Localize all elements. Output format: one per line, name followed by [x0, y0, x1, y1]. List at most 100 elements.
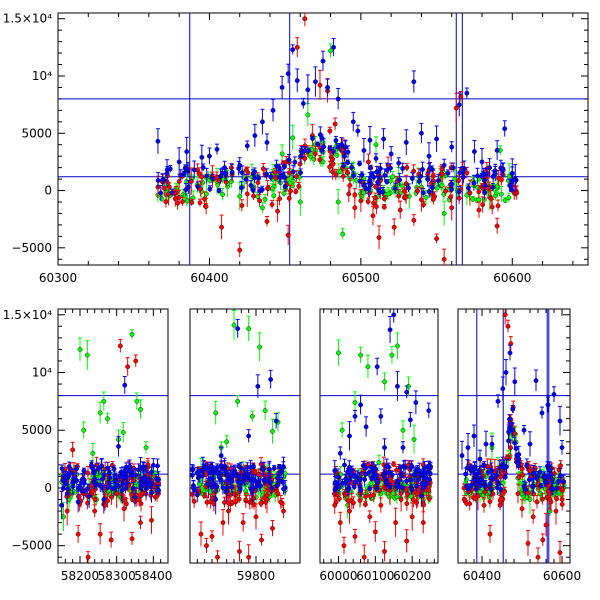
data-point — [341, 163, 346, 169]
data-point — [105, 416, 110, 422]
data-point — [403, 140, 409, 145]
data-point — [476, 189, 482, 195]
data-point — [226, 508, 231, 514]
data-point — [269, 202, 275, 207]
data-point — [281, 508, 286, 514]
data-point — [111, 466, 117, 472]
data-point — [507, 183, 513, 188]
data-point — [67, 470, 73, 476]
data-point — [327, 164, 333, 170]
data-point — [341, 543, 347, 549]
data-point — [483, 171, 489, 177]
data-point — [90, 489, 95, 494]
data-point — [381, 196, 387, 202]
data-point — [357, 498, 363, 503]
plot-area — [58, 13, 588, 265]
data-point — [449, 181, 455, 187]
data-point — [149, 517, 154, 523]
data-point — [184, 149, 190, 155]
data-point — [59, 466, 65, 471]
data-point — [489, 204, 495, 210]
data-point — [406, 185, 411, 191]
data-point — [278, 470, 283, 475]
data-point — [495, 203, 501, 209]
x-tick-label: 60400 — [463, 569, 501, 583]
data-point — [290, 47, 296, 53]
data-point — [218, 174, 223, 179]
data-point — [258, 500, 264, 506]
data-point — [420, 190, 426, 196]
data-point — [213, 410, 219, 416]
data-point — [409, 176, 415, 181]
data-point — [246, 554, 252, 560]
data-point — [270, 107, 276, 113]
data-point — [207, 186, 213, 192]
data-point — [351, 500, 356, 506]
data-point — [77, 484, 83, 490]
data-point — [430, 185, 435, 191]
data-point — [81, 427, 87, 433]
data-point — [487, 165, 492, 171]
data-point — [266, 185, 271, 191]
data-point — [361, 183, 367, 188]
data-point — [423, 195, 429, 200]
data-point — [155, 463, 160, 469]
data-point — [330, 169, 335, 175]
data-point — [456, 178, 461, 183]
y-tick-label: 5000 — [21, 126, 52, 140]
data-point — [108, 537, 114, 543]
data-point — [320, 58, 326, 64]
data-point — [361, 190, 367, 196]
data-point — [274, 163, 279, 169]
data-point — [92, 482, 98, 487]
data-point — [368, 481, 374, 486]
data-point — [274, 483, 280, 489]
data-point — [302, 16, 308, 22]
data-point — [134, 398, 140, 404]
data-point — [457, 170, 463, 176]
data-point — [434, 185, 440, 191]
data-point — [146, 477, 151, 483]
data-point — [352, 400, 358, 405]
data-point — [387, 494, 392, 500]
data-point — [281, 164, 287, 170]
data-point — [420, 520, 426, 525]
y-tick-label: 10⁴ — [32, 366, 52, 380]
data-point — [367, 190, 372, 196]
data-point — [495, 183, 501, 189]
y-tick-label: 0 — [44, 481, 52, 495]
data-point — [381, 136, 386, 142]
data-point — [294, 44, 300, 50]
data-point — [499, 191, 504, 197]
data-point — [534, 499, 540, 505]
data-point — [90, 450, 96, 456]
data-point — [449, 205, 455, 211]
data-point — [365, 364, 371, 370]
data-point — [315, 141, 321, 147]
data-point — [487, 499, 493, 504]
data-point — [191, 498, 197, 504]
x-tick-label: 60300 — [39, 271, 77, 285]
data-point — [393, 520, 398, 525]
data-point — [286, 157, 292, 163]
data-point — [259, 537, 264, 543]
data-point — [520, 472, 526, 478]
data-point — [496, 175, 501, 181]
data-point — [250, 187, 256, 193]
data-point — [199, 174, 205, 180]
data-point — [398, 497, 404, 502]
data-point — [505, 323, 511, 329]
data-point — [106, 480, 112, 486]
data-point — [204, 173, 210, 179]
data-point — [155, 178, 161, 183]
data-point — [390, 174, 396, 179]
data-point — [199, 154, 205, 160]
data-point — [246, 326, 252, 332]
data-point — [439, 182, 445, 188]
data-point — [377, 189, 383, 195]
data-point — [384, 179, 390, 185]
data-point — [77, 347, 83, 352]
data-point — [160, 177, 166, 183]
data-point — [85, 500, 90, 506]
data-point — [300, 101, 306, 106]
